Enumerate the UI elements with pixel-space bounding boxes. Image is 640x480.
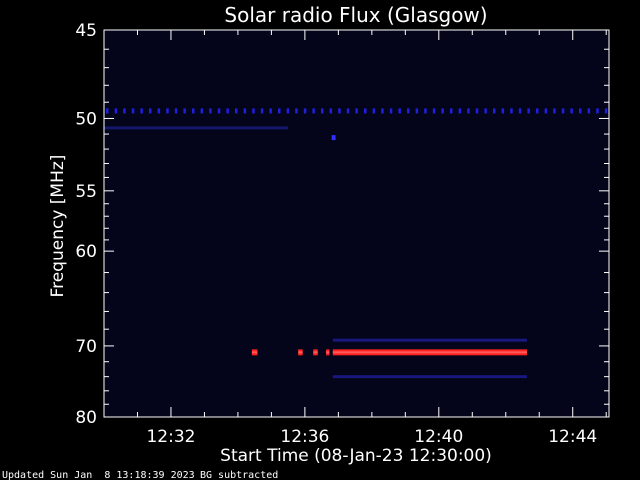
- x-axis: 12:32 12:36 12:40 12:44: [136, 30, 607, 447]
- emission-band-core: [313, 351, 318, 354]
- emission-dot: [355, 108, 358, 114]
- emission-dot: [510, 108, 513, 114]
- emission-dot: [441, 108, 444, 114]
- emission-dot: [424, 108, 427, 114]
- emission-dot: [260, 108, 264, 114]
- emission-dot: [140, 108, 143, 114]
- emission-band-core: [326, 351, 330, 354]
- emission-dot: [174, 108, 178, 114]
- emission-dot: [226, 108, 229, 114]
- emission-dot: [295, 108, 298, 114]
- emission-dot: [131, 108, 135, 114]
- emission-dot: [329, 108, 333, 114]
- emission-dot: [518, 108, 522, 114]
- emission-dot: [321, 108, 324, 114]
- emission-dot: [149, 108, 152, 114]
- y-axis: 45 50 55 60 70 80: [75, 21, 609, 428]
- emission-dot: [561, 108, 565, 114]
- emission-dot: [312, 108, 315, 114]
- emission-dot: [381, 108, 384, 114]
- emission-dot: [398, 108, 401, 114]
- emission-band-core: [251, 351, 258, 354]
- emission-dot: [432, 108, 436, 114]
- emission-dot: [484, 108, 487, 114]
- emission-dot: [389, 108, 393, 114]
- emission-band-core: [298, 351, 303, 354]
- emission-dot: [114, 108, 118, 114]
- emission-dot: [570, 108, 573, 114]
- emission-dot: [252, 108, 255, 114]
- emission-dot: [209, 108, 212, 114]
- emission-dot: [407, 108, 410, 114]
- emission-dot: [278, 108, 281, 114]
- emission-dot: [372, 108, 376, 114]
- emission-dot: [579, 108, 582, 114]
- emission-dot: [596, 108, 599, 114]
- emission-dot: [157, 108, 161, 114]
- x-axis-label: Start Time (08-Jan-23 12:30:00): [220, 446, 492, 466]
- emission-dot: [235, 108, 238, 114]
- emission-dot: [217, 108, 221, 114]
- emission-dot: [544, 108, 548, 114]
- emission-dot: [587, 108, 591, 114]
- emission-dot: [527, 108, 530, 114]
- emission-faint-line: [332, 375, 527, 379]
- emission-dot: [467, 108, 470, 114]
- emission-dot: [364, 108, 367, 114]
- emission-dot: [604, 108, 608, 114]
- emission-dot: [501, 108, 505, 114]
- emission-dot: [475, 108, 479, 114]
- emission-dot: [106, 108, 109, 114]
- emission-dot: [450, 108, 453, 114]
- emission-band-core: [332, 351, 527, 354]
- emission-dot: [286, 108, 290, 114]
- y-tick-label: 60: [75, 242, 97, 262]
- emission-dot: [303, 108, 307, 114]
- y-tick-label: 45: [75, 21, 97, 41]
- updated-timestamp: Updated Sun Jan 8 13:18:39 2023: [2, 470, 195, 480]
- y-tick-label: 50: [75, 109, 97, 129]
- emission-dot: [493, 108, 496, 114]
- y-tick-label: 70: [75, 337, 97, 357]
- emission-dot: [243, 108, 247, 114]
- emission-dot: [200, 108, 204, 114]
- chart-title: Solar radio Flux (Glasgow): [224, 3, 487, 27]
- emission-dot: [338, 108, 341, 114]
- emission-faint-line: [332, 338, 527, 342]
- x-tick-label: 12:32: [146, 427, 195, 447]
- plot-area: [104, 30, 609, 417]
- emission-dot: [269, 108, 272, 114]
- bg-subtracted-note: BG subtracted: [200, 470, 278, 480]
- emission-dot: [192, 108, 195, 114]
- x-tick-label: 12:44: [548, 427, 597, 447]
- emission-dot: [415, 108, 419, 114]
- emission-dot: [166, 108, 169, 114]
- emission-dot: [346, 108, 350, 114]
- emission-spot: [331, 135, 336, 141]
- emission-dot: [553, 108, 556, 114]
- x-tick-label: 12:36: [280, 427, 329, 447]
- emission-dot: [536, 108, 539, 114]
- emission-features: [104, 108, 608, 379]
- x-tick-label: 12:40: [414, 427, 463, 447]
- emission-dot: [458, 108, 462, 114]
- y-tick-label: 80: [75, 408, 97, 428]
- emission-dot: [123, 108, 126, 114]
- emission-dot: [183, 108, 186, 114]
- emission-faint-line: [104, 126, 289, 130]
- y-tick-label: 55: [75, 182, 97, 202]
- y-axis-label: Frequency [MHz]: [48, 155, 68, 298]
- plot-frame: [103, 29, 610, 418]
